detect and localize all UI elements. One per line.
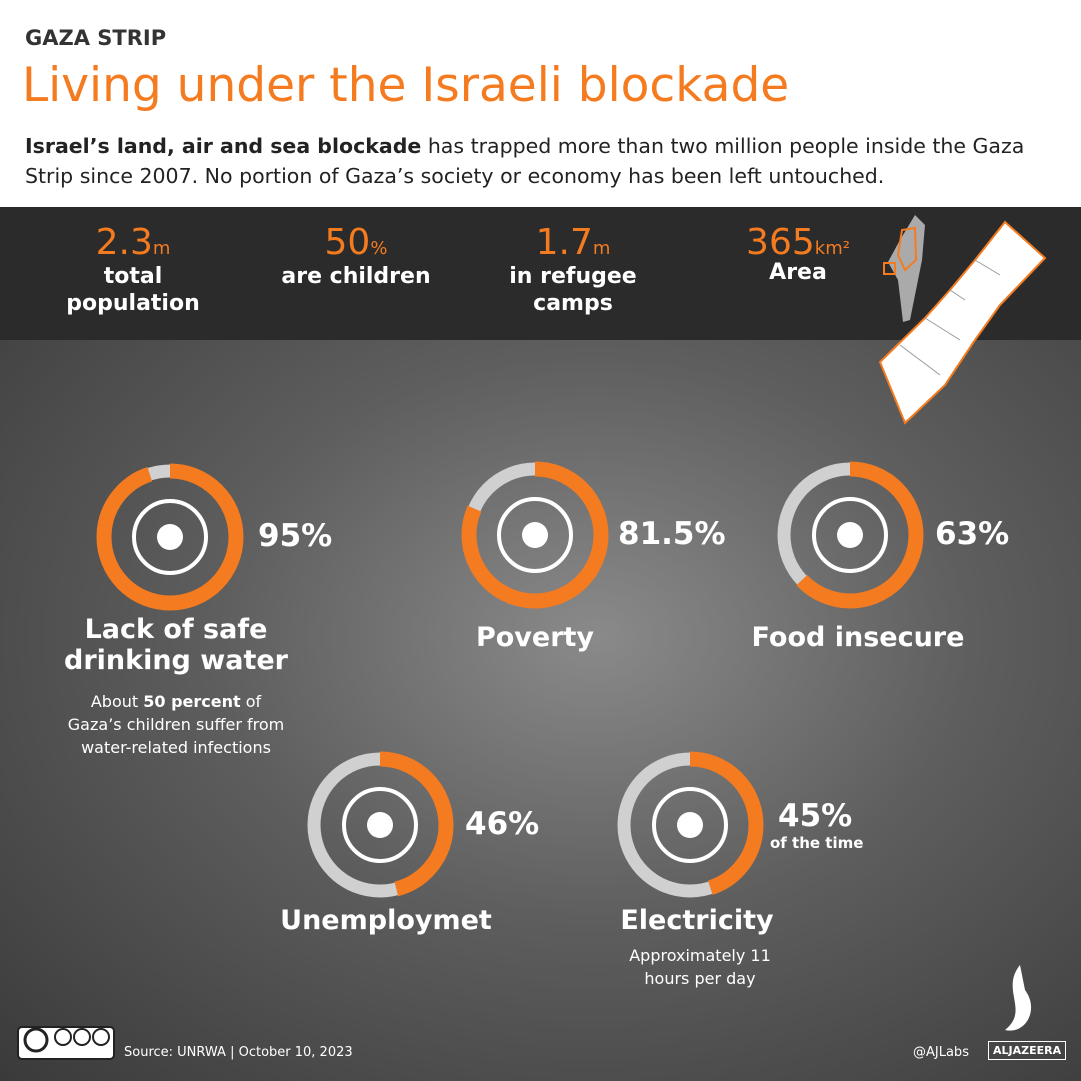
fact-value: 50% [256, 222, 456, 263]
icon-ring [812, 497, 888, 573]
fact-unit: km² [814, 238, 850, 259]
cc-label: BY [53, 1050, 64, 1058]
fact: 1.7m in refugee camps [473, 222, 673, 317]
icon [522, 522, 548, 548]
title: Living under the Israeli blockade [22, 58, 790, 113]
percent-sublabel: of the time [770, 834, 864, 852]
kicker: GAZA STRIP [25, 26, 167, 50]
fact-number: 1.7 [535, 222, 593, 263]
fact-label: are children [281, 264, 431, 289]
fact-unit: m [592, 238, 611, 259]
donut-arc [96, 463, 244, 611]
fact-number: 50 [324, 222, 371, 263]
icon [677, 812, 703, 838]
indicator-name: Lack of safe drinking water [64, 614, 288, 676]
fact-label: Area [769, 260, 827, 285]
percent-label: 63% [935, 516, 1010, 552]
donut-arc [616, 751, 764, 899]
handle: @AJLabs [913, 1045, 969, 1060]
map [878, 215, 1047, 425]
footer-icons [17, 965, 1032, 1060]
indicator-name: Unemploymet [280, 905, 492, 936]
donut-arc [461, 461, 609, 609]
donut-arc [306, 751, 454, 899]
fact-label: total population [66, 264, 200, 316]
icon-ring [652, 787, 728, 863]
fact-unit: % [370, 238, 388, 259]
percent-label: 45% [778, 798, 853, 834]
note-part: About [90, 692, 144, 711]
icon-ring [497, 497, 573, 573]
icon-ring [132, 499, 208, 575]
icon [837, 522, 863, 548]
cc-label: NC [72, 1050, 84, 1058]
intro-text: has trapped more than two million people… [25, 134, 1025, 188]
indicator-note: Approximately 11 hours per day [615, 944, 785, 990]
fact-value: 1.7m [473, 222, 673, 263]
note-part: Approximately 11 hours per day [629, 946, 771, 988]
icon [157, 524, 183, 550]
fact: 365km² Area [698, 222, 898, 286]
intro: Israel’s land, air and sea blockade has … [25, 131, 1065, 191]
fact-unit: m [152, 238, 171, 259]
indicator-note: About 50 percent of Gaza’s children suff… [66, 690, 286, 759]
cc-label: SA [92, 1050, 103, 1058]
cc-labels: BY NC SA [53, 1050, 112, 1058]
source: Source: UNRWA | October 10, 2023 [124, 1045, 353, 1060]
note-part: of Gaza’s children suffer from water-rel… [67, 692, 285, 757]
fact-label: in refugee camps [509, 264, 637, 316]
fact: 2.3m total population [33, 222, 233, 317]
indicator-name: Electricity [620, 905, 774, 936]
brand: ALJAZEERA [988, 1041, 1067, 1060]
fact: 50% are children [256, 222, 456, 290]
icon-ring [342, 787, 418, 863]
fact-number: 365 [746, 222, 815, 263]
fact-value: 2.3m [33, 222, 233, 263]
percent-label: 46% [465, 806, 540, 842]
note-part: 50 percent [143, 692, 241, 711]
icon [367, 812, 393, 838]
indicator-name: Poverty [475, 622, 595, 653]
fact-value: 365km² [698, 222, 898, 263]
percent-label: 95% [258, 518, 333, 554]
fact-number: 2.3 [95, 222, 153, 263]
indicator-name: Food insecure [751, 622, 965, 653]
intro-bold: Israel’s land, air and sea blockade [25, 134, 422, 158]
donut-arc [776, 461, 924, 609]
percent-label: 81.5% [618, 516, 726, 552]
